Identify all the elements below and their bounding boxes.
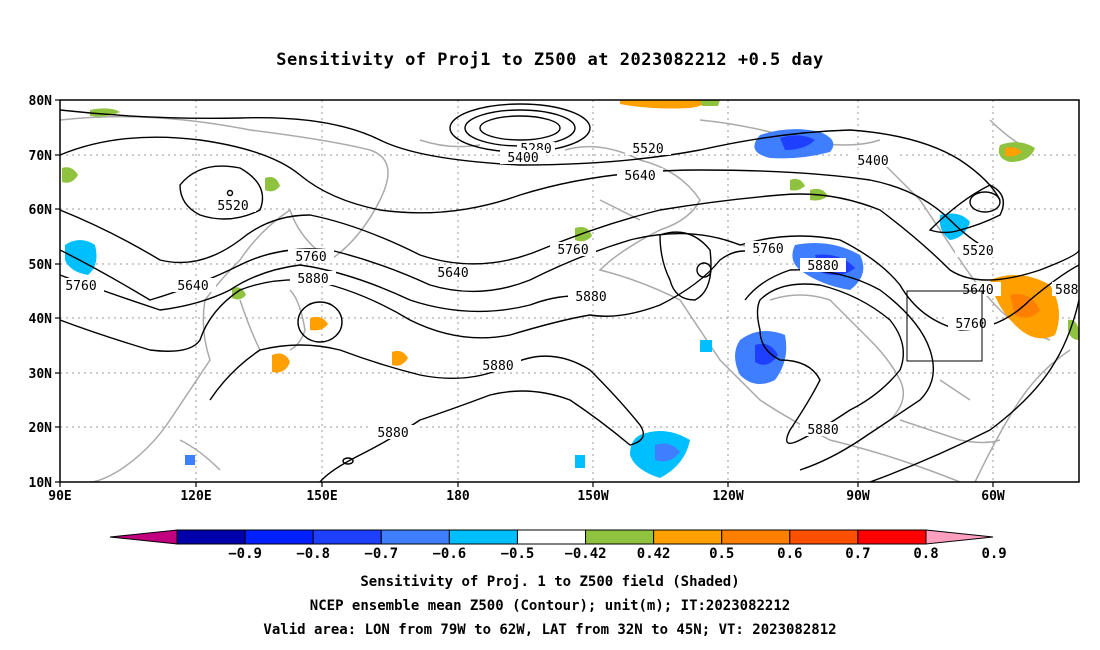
colorbar-segment [857,529,927,545]
longitude-labels: 90E 120E 150E 180 150W 120W 90W 60W [48,489,1005,504]
contour-label: 5520 [632,142,663,157]
contour-label: 5760 [65,279,96,294]
contour-label: 5640 [624,169,655,184]
colorbar-segment [516,529,587,545]
colorbar-label: 0.5 [709,546,734,562]
lat-label: 60N [29,203,53,218]
colorbar-segment [585,529,655,545]
colorbar-right-arrow [925,529,994,545]
lon-label: 180 [446,489,470,504]
contour-label: 588 [1055,283,1078,298]
contour-label: 5640 [177,279,208,294]
lon-label: 120E [180,489,211,504]
map-frame [59,99,1080,483]
colorbar-segment [380,529,450,545]
lon-label: 150W [577,489,608,504]
contour-label: 5760 [955,317,986,332]
lat-label: 30N [29,367,53,382]
plot-title: Sensitivity of Proj1 to Z500 at 20230822… [276,50,824,70]
caption-line-2: NCEP ensemble mean Z500 (Contour); unit(… [309,598,791,614]
axis-ticks [55,99,994,487]
lat-label: 20N [29,421,53,436]
lon-label: 90E [48,489,71,504]
lat-label: 40N [29,312,53,327]
contour-label: 5760 [295,250,326,265]
contour-label: 5880 [807,259,838,274]
caption-line-3: Valid area: LON from 79W to 62W, LAT fro… [263,622,837,638]
contour-label: 5880 [575,290,606,305]
colorbar: −0.9 −0.8 −0.7 −0.6 −0.5 −0.42 0.42 0.5 0.6 0.7 0.… [109,529,1007,562]
colorbar-segment [721,529,791,545]
z500-contours [60,103,1079,482]
lat-label: 70N [29,149,53,164]
contour-label: 5880 [807,423,838,438]
latitude-labels: 80N 70N 60N 50N 40N 30N 20N 10N [29,94,53,491]
colorbar-label: −0.9 [228,546,262,562]
colorbar-label: −0.5 [501,546,535,562]
contour-label: 5880 [377,426,408,441]
colorbar-segment [244,529,314,545]
colorbar-segment [789,529,859,545]
colorbar-segment [176,529,246,545]
colorbar-left-arrow [109,529,178,545]
contour-label: 5400 [507,151,538,166]
lat-label: 80N [29,94,53,109]
colorbar-label: −0.42 [564,546,606,562]
colorbar-label: −0.8 [296,546,330,562]
contour-label: 5640 [437,266,468,281]
colorbar-label: −0.7 [364,546,398,562]
contour-label: 5880 [297,272,328,287]
contour-label: 5880 [482,359,513,374]
valid-area-box [906,290,983,362]
colorbar-segment [312,529,382,545]
lon-label: 90W [846,489,870,504]
lon-label: 60W [981,489,1005,504]
lat-label: 50N [29,258,53,273]
contour-label: 5520 [962,244,993,259]
colorbar-label: 0.8 [913,546,938,562]
colorbar-label: 0.42 [637,546,671,562]
lon-label: 120W [712,489,743,504]
colorbar-label: 0.7 [845,546,870,562]
lon-label: 150E [306,489,337,504]
contour-label-group: 5280 5400 5520 5400 5520 5640 5640 5760 … [60,141,1079,441]
colorbar-label: 0.9 [981,546,1006,562]
lat-label: 10N [29,476,53,491]
colorbar-label: 0.6 [777,546,802,562]
contour-label: 5760 [557,243,588,258]
colorbar-segment [653,529,723,545]
colorbar-segment [448,529,518,545]
contour-label: 5520 [217,199,248,214]
contour-label: 5400 [857,154,888,169]
colorbar-label: −0.6 [433,546,467,562]
caption-line-1: Sensitivity of Proj. 1 to Z500 field (Sh… [360,574,740,590]
contour-label: 5760 [752,242,783,257]
